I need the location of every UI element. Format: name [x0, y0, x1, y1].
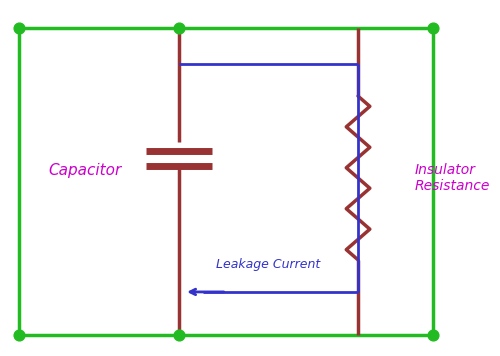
Point [175, 26, 183, 31]
Point [175, 332, 183, 337]
Text: Capacitor: Capacitor [48, 163, 122, 178]
Point [430, 26, 438, 31]
Text: Insulator
Resistance: Insulator Resistance [414, 163, 490, 193]
Point [430, 332, 438, 337]
Point [15, 332, 23, 337]
Point [15, 26, 23, 31]
Text: Leakage Current: Leakage Current [216, 257, 320, 271]
